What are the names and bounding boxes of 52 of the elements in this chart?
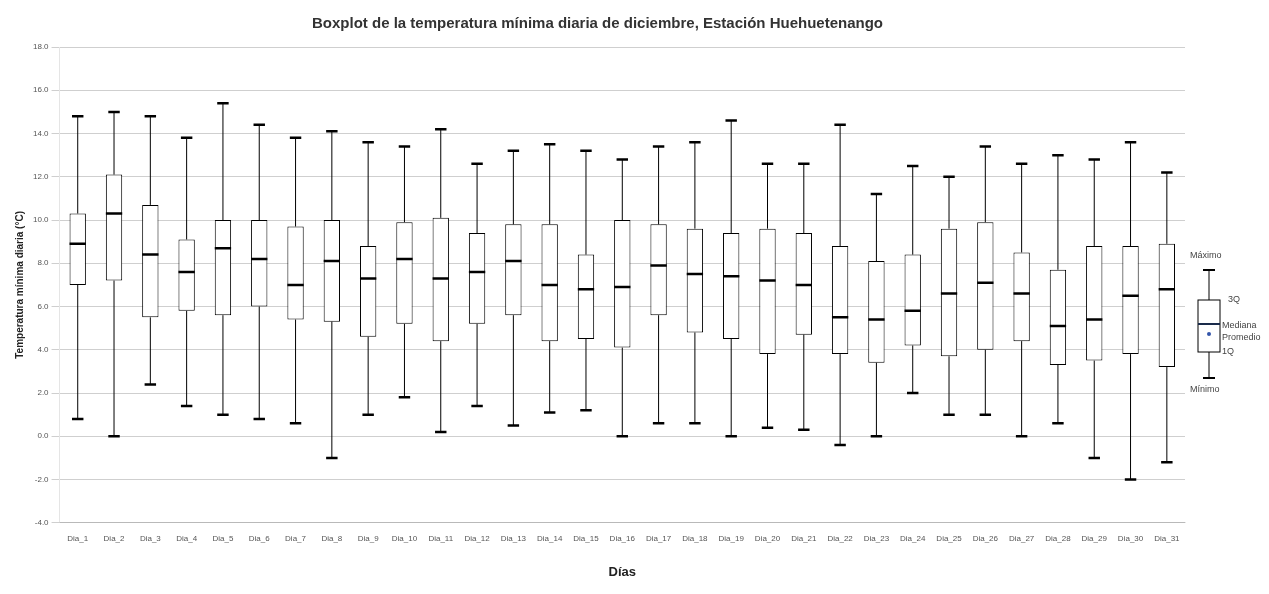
text: 3Q: [1228, 294, 1241, 304]
x-tick-label: Dia_24: [900, 533, 926, 543]
x-tick-label: Dia_22: [827, 533, 854, 543]
y-tick-label: 18.0: [32, 42, 50, 52]
x-tick-label: Dia_3: [139, 533, 162, 543]
x-tick-label: Dia_2: [103, 533, 126, 543]
x-tick-label: Dia_15: [573, 533, 600, 543]
x-tick-label: Dia_1: [67, 533, 89, 543]
x-tick-label: Dia_10: [391, 533, 418, 543]
x-tick-label: Dia_21: [791, 533, 818, 543]
x-tick-label: Dia_20: [754, 533, 781, 543]
x-tick-label: Dia_19: [718, 533, 745, 543]
y-tick-label: 2.0: [37, 388, 50, 398]
x-tick-label: Dia_26: [972, 533, 999, 543]
text: Mediana: [1222, 320, 1257, 330]
y-tick-label: 14.0: [32, 128, 50, 138]
x-tick-label: Dia_14: [537, 533, 563, 543]
text: 1Q: [1222, 346, 1235, 356]
x-tick-label: Dia_4: [176, 533, 198, 543]
text: Máximo: [1190, 250, 1222, 260]
y-tick-label: 12.0: [32, 171, 50, 181]
text: Promedio: [1222, 332, 1261, 342]
x-tick-label: Dia_18: [682, 533, 709, 543]
y-axis-title: Temperatura mínima diaria (°C): [13, 211, 25, 359]
x-tick-label: Dia_16: [609, 533, 636, 543]
x-tick-label: Dia_9: [357, 533, 380, 543]
x-tick-label: Dia_11: [428, 533, 454, 543]
y-tick-label: -2.0: [34, 474, 50, 484]
x-tick-label: Dia_29: [1081, 533, 1108, 543]
x-tick-label: Dia_27: [1008, 533, 1035, 543]
x-tick-label: Dia_7: [285, 533, 307, 543]
x-tick-label: Dia_25: [936, 533, 963, 543]
y-tick-label: 6.0: [37, 301, 50, 311]
y-tick-label: 0.0: [37, 431, 50, 441]
x-tick-label: Dia_17: [645, 533, 672, 543]
y-tick-label: 8.0: [37, 258, 50, 268]
x-tick-label: Dia_28: [1045, 533, 1072, 543]
x-tick-label: Dia_30: [1117, 533, 1144, 543]
y-tick-label: 10.0: [32, 215, 50, 225]
x-axis-title: Días: [608, 563, 637, 579]
y-tick-label: -4.0: [34, 518, 50, 527]
text: Mínimo: [1190, 384, 1220, 394]
chart-title: Boxplot de la temperatura mínima diaria de diciembre, Estación Huehuetenango: [312, 14, 883, 32]
y-tick-label: 16.0: [32, 85, 50, 95]
x-tick-label: Dia_6: [248, 533, 271, 543]
x-tick-label: Dia_23: [863, 533, 890, 543]
x-tick-label: Dia_31: [1154, 533, 1181, 543]
x-tick-label: Dia_13: [500, 533, 527, 543]
x-tick-label: Dia_12: [464, 533, 491, 543]
y-tick-label: 4.0: [37, 344, 50, 354]
x-tick-label: Dia_5: [212, 533, 234, 543]
x-tick-label: Dia_8: [321, 533, 343, 543]
